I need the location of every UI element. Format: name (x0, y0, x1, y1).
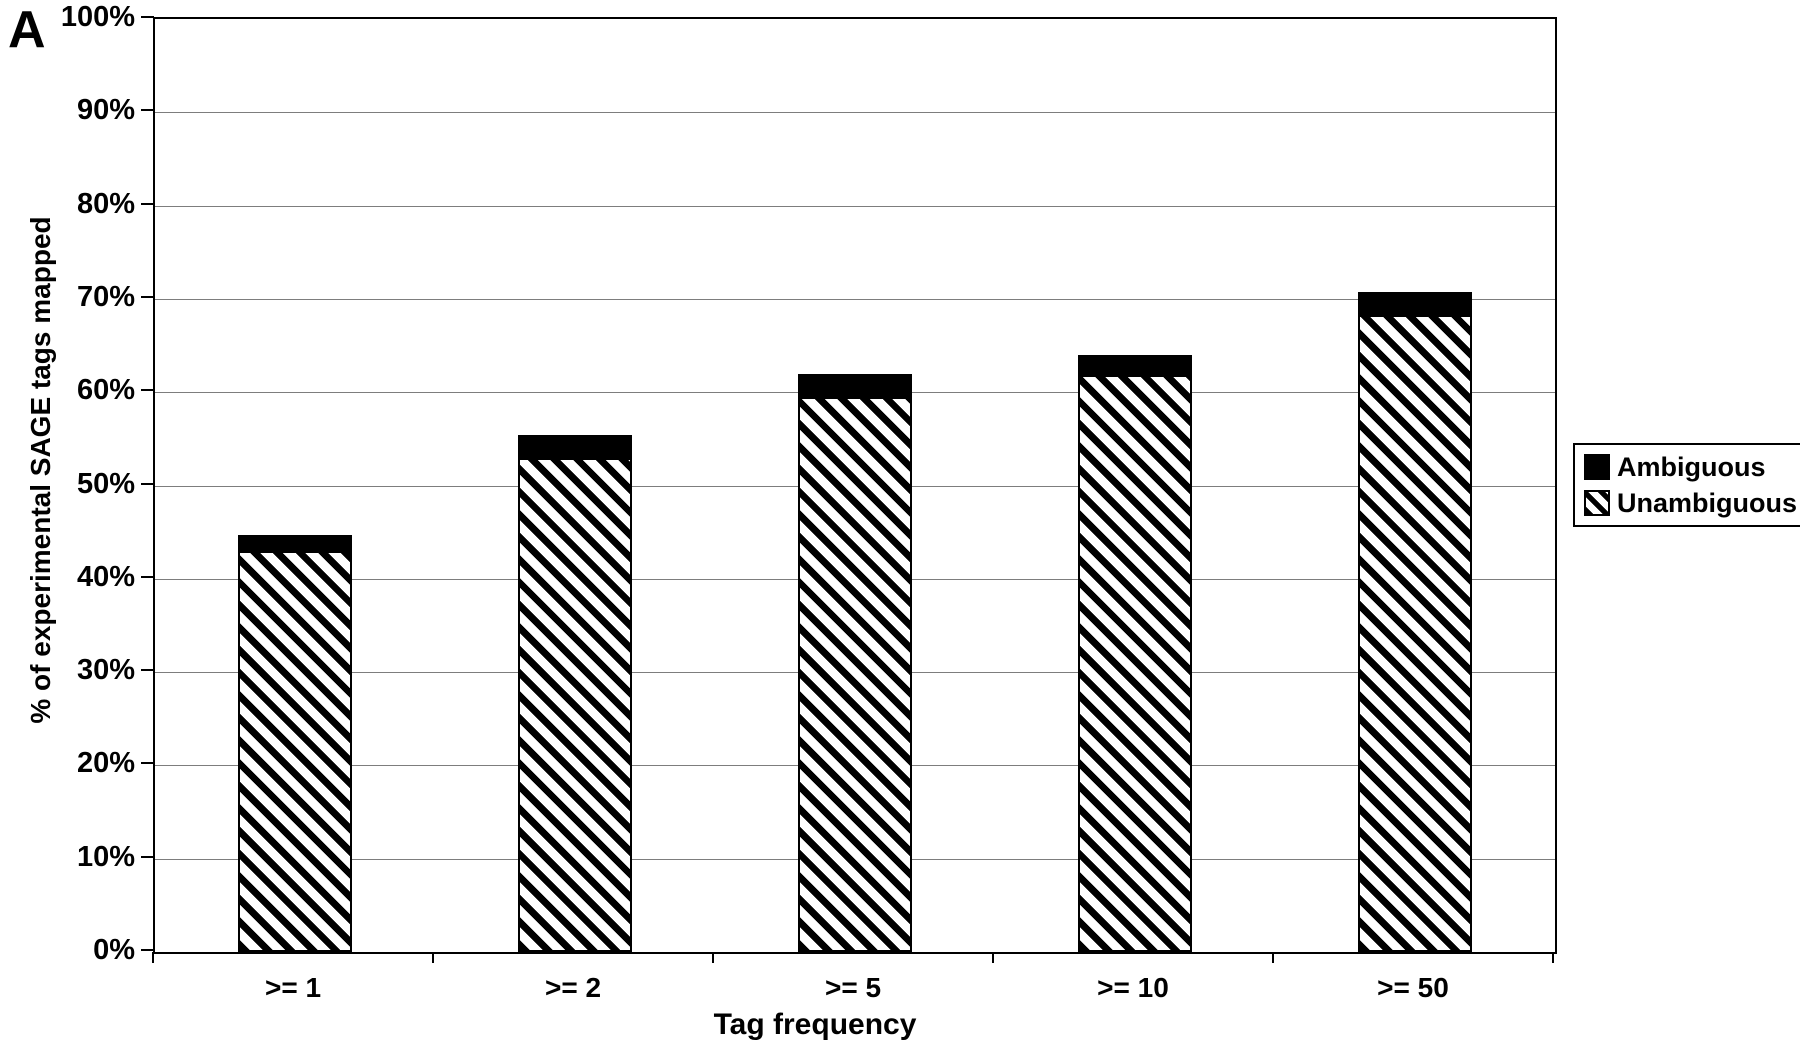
y-tick-mark (141, 575, 154, 578)
legend-swatch-hatch-icon (1584, 490, 1610, 516)
bar-2 (518, 435, 632, 952)
legend-label-unambiguous: Unambiguous (1617, 488, 1797, 518)
bar-segment-ambiguous (240, 536, 350, 553)
y-tick-mark (141, 762, 154, 765)
y-tick-label: 80% (76, 187, 135, 220)
bar-10 (1078, 354, 1192, 952)
y-tick-mark (141, 482, 154, 485)
y-tick-label: 30% (76, 654, 135, 687)
y-tick-mark (141, 669, 154, 672)
panel-label: A (8, 1, 46, 59)
x-tick-label: >= 50 (1377, 972, 1449, 1003)
legend-swatch-solid-icon (1584, 454, 1610, 480)
y-tick-label: 0% (93, 934, 135, 966)
x-tick-mark (1272, 952, 1274, 963)
x-tick-mark (992, 952, 994, 963)
bar-segment-unambiguous (520, 459, 630, 950)
plot-area (153, 17, 1557, 954)
bar-segment-ambiguous (800, 375, 910, 399)
y-tick-mark (141, 295, 154, 298)
y-tick-mark (141, 389, 154, 392)
x-tick-mark (152, 952, 154, 963)
x-tick-mark (712, 952, 714, 963)
y-tick-mark (141, 202, 154, 205)
legend: Ambiguous Unambiguous (1573, 443, 1800, 527)
x-tick-mark (1552, 952, 1554, 963)
legend-item-unambiguous: Unambiguous (1584, 489, 1797, 517)
x-axis-title: Tag frequency (713, 1008, 917, 1041)
legend-label-ambiguous: Ambiguous (1617, 452, 1766, 482)
y-tick-label: 10% (76, 840, 135, 873)
y-tick-label: 50% (76, 467, 135, 500)
gridline (155, 205, 1555, 207)
y-tick-label: 70% (76, 280, 135, 313)
gridline (155, 298, 1555, 300)
legend-item-ambiguous: Ambiguous (1584, 453, 1797, 481)
gridline (155, 112, 1555, 114)
x-tick-mark (432, 952, 434, 963)
bar-1 (238, 534, 352, 952)
x-tick-label: >= 5 (824, 972, 882, 1003)
y-tick-label: 20% (76, 747, 135, 780)
bar-segment-unambiguous (800, 398, 910, 950)
bar-5 (798, 373, 912, 952)
bar-segment-unambiguous (240, 552, 350, 950)
bar-segment-unambiguous (1080, 377, 1190, 950)
x-tick-label: >= 1 (264, 972, 322, 1003)
y-tick-label: 90% (76, 94, 135, 127)
y-tick-label: 40% (76, 560, 135, 593)
x-tick-label: >= 2 (544, 972, 602, 1003)
bar-50 (1358, 292, 1472, 952)
x-tick-label: >= 10 (1097, 972, 1169, 1003)
bar-segment-unambiguous (1360, 316, 1470, 950)
y-tick-mark (141, 855, 154, 858)
bar-segment-ambiguous (1080, 356, 1190, 378)
y-tick-label: 60% (76, 374, 135, 407)
y-tick-mark (141, 109, 154, 112)
y-tick-mark (141, 16, 154, 18)
bar-segment-ambiguous (520, 437, 630, 460)
y-tick-mark (141, 949, 154, 951)
bar-segment-ambiguous (1360, 294, 1470, 317)
y-tick-label: 100% (60, 1, 135, 33)
